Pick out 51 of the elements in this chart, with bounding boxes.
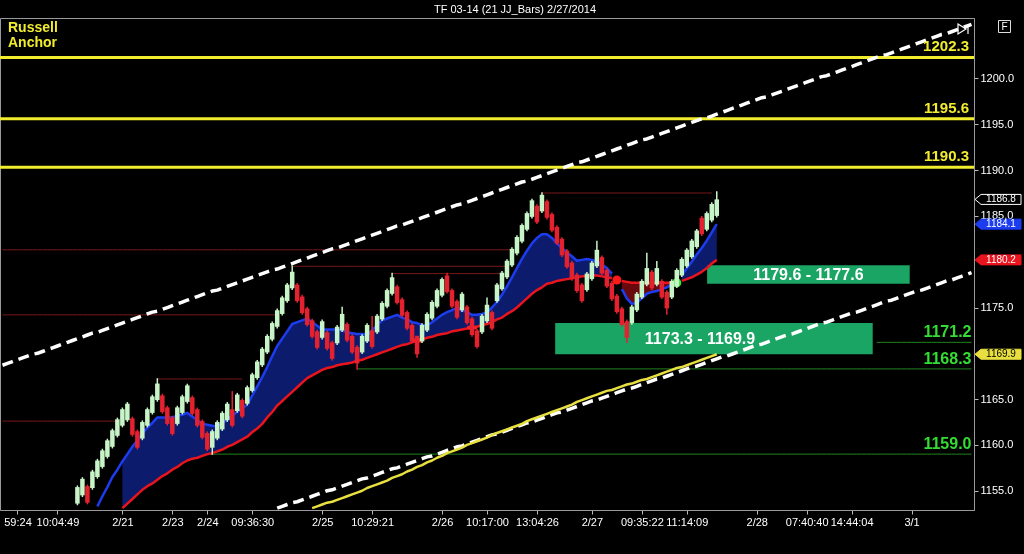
x-tick-label: 11:14:09 <box>666 515 709 528</box>
candlestick <box>319 319 325 340</box>
x-tick-label: 2/23 <box>162 515 184 528</box>
x-tick-label: 2/21 <box>112 515 134 528</box>
candlestick <box>489 310 495 331</box>
x-tick-label: 09:36:30 <box>231 515 275 528</box>
ref-line-label: 1195.6 <box>923 98 969 116</box>
candlestick <box>369 315 375 349</box>
x-tick-label: 07:40:40 <box>785 515 829 528</box>
y-tick-label: 1160.0 <box>980 438 1014 451</box>
y-tick-label: 1195.0 <box>980 117 1014 130</box>
x-tick-label: 2/27 <box>581 515 604 528</box>
x-tick-label: 10:17:00 <box>466 515 509 528</box>
candlestick <box>85 484 90 505</box>
candlestick <box>240 398 245 419</box>
band-label: 1179.6 - 1177.6 <box>753 265 864 283</box>
y-tick-label: 1165.0 <box>980 392 1014 405</box>
annotation: Russell Anchor <box>8 19 58 50</box>
x-tick-label: 2/26 <box>431 515 454 528</box>
text: 1186.8 <box>986 193 1017 205</box>
candlestick <box>654 260 660 287</box>
data-label: 1171.2 <box>923 323 972 341</box>
y-tick-label: 1200.0 <box>980 71 1015 84</box>
band-label: 1173.3 - 1169.9 <box>644 329 756 347</box>
x-tick-label: 59:24 <box>4 515 32 528</box>
ref-line-label: 1190.3 <box>923 147 969 165</box>
x-tick-label: 09:35:22 <box>620 515 664 528</box>
x-tick-label: 13:04:26 <box>516 515 559 528</box>
line-series <box>0 22 974 367</box>
candlestick <box>714 191 720 218</box>
point <box>612 275 622 285</box>
x-tick-label: 10:04:49 <box>36 515 80 528</box>
data-label: 1159.0 <box>923 435 972 453</box>
text: 1169.9 <box>986 348 1017 360</box>
line-series <box>310 353 719 510</box>
text: 1180.2 <box>986 253 1017 265</box>
line-series <box>275 270 974 510</box>
x-tick-label: 2/24 <box>197 515 219 528</box>
x-tick-label: 14:44:04 <box>830 515 874 528</box>
data-label: 1168.3 <box>923 349 972 367</box>
x-tick-label: 3/1 <box>904 515 920 528</box>
ref-line-label: 1202.3 <box>923 37 969 55</box>
y-tick-label: 1190.0 <box>980 163 1014 176</box>
x-tick-label: 2/25 <box>311 515 334 528</box>
chart-title: TF 03-14 (21 JJ_Bars) 2/27/2014 <box>433 3 597 15</box>
candlestick <box>230 391 235 428</box>
x-tick-label: 2/28 <box>746 515 768 528</box>
y-tick-label: 1155.0 <box>980 484 1014 497</box>
candlestick <box>235 392 240 413</box>
y-tick-label: 1175.0 <box>980 301 1014 314</box>
x-tick-label: 10:29:21 <box>351 515 395 528</box>
